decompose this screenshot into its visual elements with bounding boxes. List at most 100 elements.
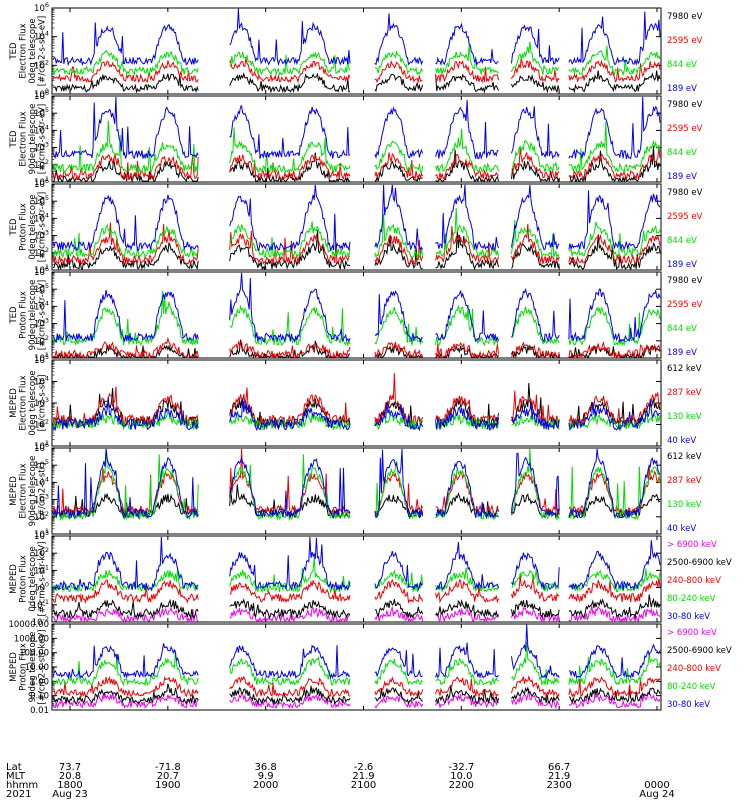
y-tick-label: 101: [34, 263, 49, 276]
legend-entry: 130 keV: [667, 500, 702, 510]
y-tick-label: 100: [34, 87, 49, 100]
legend-entry: 130 keV: [667, 412, 702, 422]
series-line: [52, 70, 661, 94]
x-tick-label: 9.9: [258, 771, 274, 782]
y-axis-label-line: [#/cm2-s-str]: [38, 463, 48, 520]
y-axis-label-line: 90deg telescope: [28, 104, 38, 175]
legend-entry: 189 eV: [667, 348, 697, 358]
y-tick-label: 100: [34, 581, 49, 594]
series-line: [52, 336, 661, 359]
series-line: [52, 222, 661, 266]
y-axis-label-line: TED: [9, 42, 19, 61]
legend-entry: 189 eV: [667, 260, 697, 270]
y-tick-label: 105: [34, 282, 49, 295]
panel-frame: [51, 271, 662, 359]
y-axis-label-line: [#/cm2-s-str-eV]: [38, 280, 48, 350]
panel-2: 101 102 103 104 105 106 TED Electron Flux 90deg …: [9, 89, 703, 188]
series-line: [52, 641, 661, 687]
y-tick-label: 102: [34, 334, 49, 347]
series-line: [52, 536, 661, 592]
series-line: [52, 624, 661, 680]
y-tick-label: 103: [34, 396, 49, 409]
series-40-kev: [52, 396, 661, 432]
y-tick-label: 105: [34, 353, 49, 366]
panel-8: 0.01 0.10 1.00 10.00 100.00 1000.00 10000.00 ME…: [8, 620, 731, 716]
series-line: [52, 605, 661, 624]
x-tick-label: 2100: [351, 780, 376, 791]
legend-entry: 2595 eV: [667, 300, 703, 310]
legend-entry: > 6900 keV: [667, 628, 717, 638]
y-axis-label-line: TED: [9, 218, 19, 237]
legend-entry: 287 keV: [667, 388, 702, 398]
y-axis-label-line: Electron Flux: [19, 23, 29, 78]
legend-entry: 30-80 keV: [667, 700, 710, 710]
series-240-800-kev: [52, 574, 661, 604]
y-tick-label: 106: [34, 265, 49, 278]
series-line: [52, 448, 661, 516]
y-tick-label: 1000.00: [14, 634, 49, 644]
series-line: [52, 448, 661, 522]
y-tick-label: 10.00: [25, 663, 49, 673]
series-844-ev: [52, 208, 661, 259]
series-2595-ev: [52, 336, 661, 359]
x-tick-label: 2200: [449, 780, 474, 791]
y-tick-label: 102: [34, 58, 49, 71]
y-tick-label: 104: [34, 475, 49, 488]
y-tick-label: 1.00: [30, 677, 49, 687]
x-tick-label: 1800: [57, 780, 82, 791]
y-tick-label: 102: [34, 546, 49, 559]
y-axis-label-line: Electron Flux: [19, 111, 29, 166]
series-line: [53, 230, 661, 271]
y-tick-label: 101: [34, 175, 49, 188]
legend-entry: 40 keV: [667, 524, 696, 534]
legend-entry: 189 eV: [667, 172, 697, 182]
y-axis-label-line: TED: [9, 130, 19, 149]
y-tick-label: 104: [34, 299, 49, 312]
x-tick-label: -32.7: [448, 762, 474, 773]
x-tick-label: Aug 23: [52, 789, 87, 800]
series-line: [52, 96, 661, 160]
x-row-label-lat: Lat: [6, 762, 22, 773]
series-844-ev: [52, 41, 661, 77]
y-axis-label-line: MEPED: [9, 388, 19, 418]
x-tick-label: 10.0: [450, 771, 472, 782]
x-row-label-hhmm: hhmm: [6, 780, 38, 791]
y-tick-label: 102: [34, 510, 49, 523]
y-axis-label-line: [#/cm2-s-str-eV]: [38, 16, 48, 86]
panel-5: 101 102 103 104 105 MEPED Electron Flux 0deg te…: [9, 353, 702, 452]
y-axis-label-line: TED: [9, 306, 19, 325]
x-row-label-mlt: MLT: [6, 771, 26, 782]
legend-entry: 2595 eV: [667, 36, 703, 46]
x-row-label-year: 2021: [6, 789, 31, 800]
panel-frame: [51, 447, 662, 535]
y-axis-label-line: [#/cm2-s-str]: [38, 375, 48, 432]
series-line: [52, 556, 661, 594]
y-tick-label: 105: [34, 194, 49, 207]
y-tick-label: 104: [34, 30, 49, 43]
y-tick-label: 103: [34, 493, 49, 506]
series-240-800-kev: [52, 675, 661, 699]
series--6900-kev: [52, 688, 661, 710]
series-189-ev: [52, 272, 661, 344]
series-2595-ev: [52, 57, 661, 84]
series-line: [52, 208, 661, 259]
legend-entry: 240-800 keV: [667, 664, 721, 674]
legend-entry: 80-240 keV: [667, 594, 716, 604]
y-tick-label: 103: [34, 229, 49, 242]
x-tick-label: -2.6: [354, 762, 374, 773]
series-line: [52, 396, 661, 432]
series-7980-ev: [52, 70, 661, 94]
y-tick-label: 106: [34, 89, 49, 102]
legend-entry: 80-240 keV: [667, 682, 716, 692]
legend-entry: 7980 eV: [667, 188, 703, 198]
series-189-ev: [52, 184, 661, 252]
y-tick-label: 103: [34, 317, 49, 330]
series--6900-kev: [52, 605, 661, 624]
y-tick-label: 104: [34, 123, 49, 136]
legend-entry: 2500-6900 keV: [667, 646, 732, 656]
y-tick-label: 103: [34, 529, 49, 542]
x-tick-label: 66.7: [548, 762, 570, 773]
series-line: [52, 147, 661, 182]
y-axis-label-line: [#/cm2-s-str-eV]: [38, 104, 48, 174]
legend-entry: 844 eV: [667, 324, 697, 334]
